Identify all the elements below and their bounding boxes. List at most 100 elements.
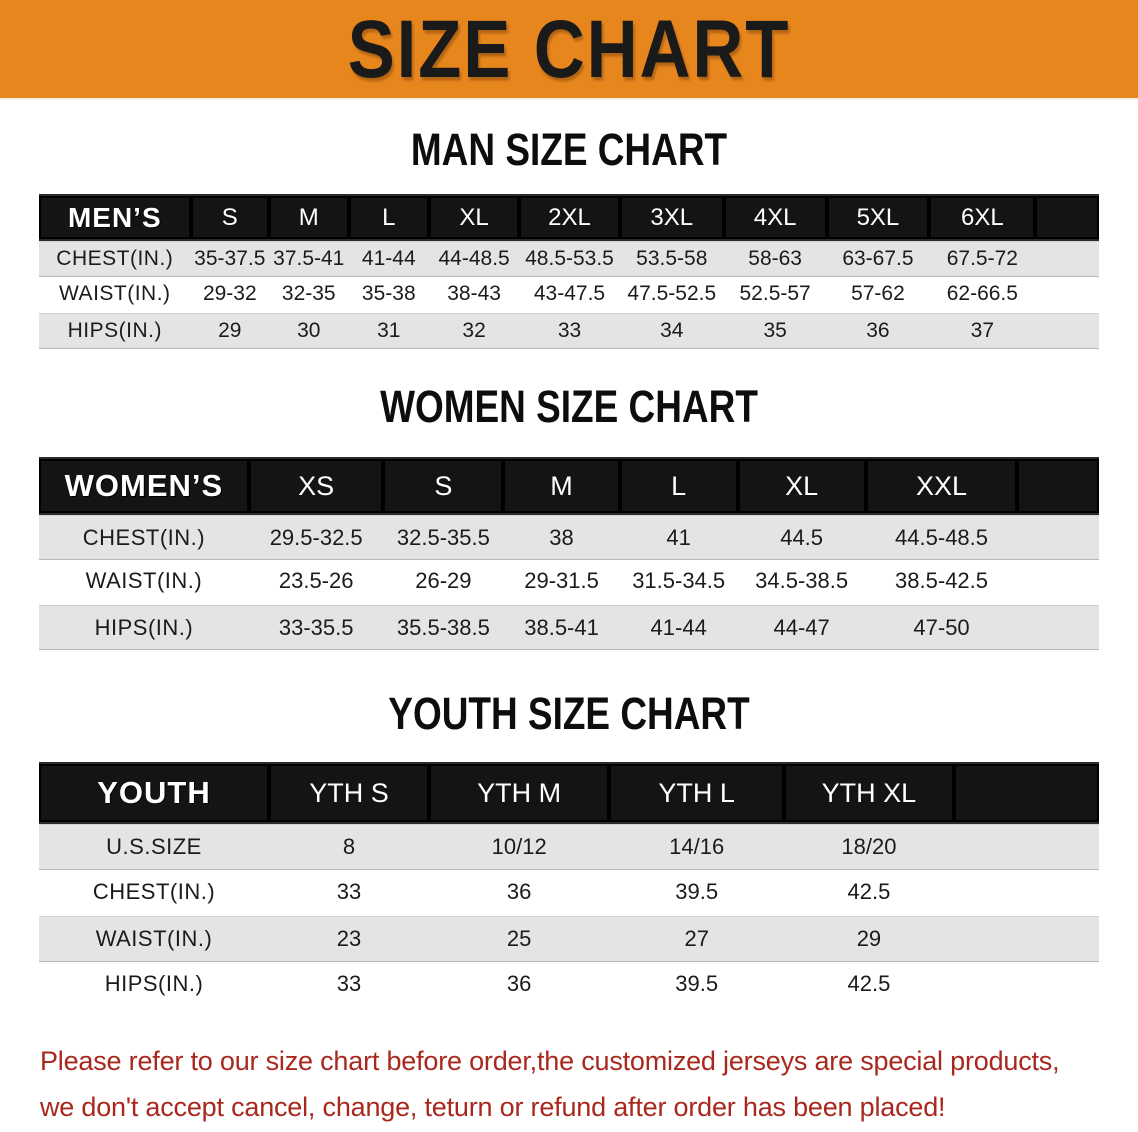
size-value-cell: 62-66.5 xyxy=(929,277,1036,313)
banner-title: SIZE CHART xyxy=(347,3,791,95)
size-value-cell: 63-67.5 xyxy=(826,241,930,277)
size-value-cell: 37.5-41 xyxy=(269,241,349,277)
size-value-cell: 32.5-35.5 xyxy=(383,515,504,560)
size-value-cell: 31.5-34.5 xyxy=(619,560,738,605)
disclaimer-line-2: we don't accept cancel, change, teturn o… xyxy=(40,1092,946,1122)
measure-row: U.S.SIZE 8 10/12 14/16 18/20 xyxy=(39,824,1099,870)
youth-size-table: YOUTH YTH S YTH M YTH L YTH XL U.S.SIZE 8 10/1… xyxy=(39,762,1099,1008)
size-column-header: 4XL xyxy=(723,194,827,241)
size-value-cell: 29 xyxy=(190,313,270,349)
row-spacer xyxy=(953,962,1099,1008)
women-section-heading: WOMEN SIZE CHART xyxy=(380,381,758,432)
measure-row: HIPS(IN.) 33-35.5 35.5-38.5 38.5-41 41-44 44-… xyxy=(39,605,1099,650)
row-label: HIPS(IN.) xyxy=(39,962,270,1008)
size-column-header: M xyxy=(269,194,349,241)
youth-table-header-bar: YOUTH YTH S YTH M YTH L YTH XL xyxy=(39,762,1099,824)
size-value-cell: 39.5 xyxy=(609,962,785,1008)
size-value-cell: 47.5-52.5 xyxy=(619,277,724,313)
size-value-cell: 42.5 xyxy=(784,870,954,916)
size-value-cell: 42.5 xyxy=(784,962,954,1008)
measure-row: CHEST(IN.) 33 36 39.5 42.5 xyxy=(39,870,1099,916)
size-value-cell: 14/16 xyxy=(609,824,785,870)
men-size-table: MEN’S S M L XL 2XL 3XL 4XL 5XL 6XL CHEST(IN.) 35-3… xyxy=(39,194,1099,349)
size-value-cell: 67.5-72 xyxy=(929,241,1036,277)
size-value-cell: 36 xyxy=(429,962,610,1008)
size-value-cell: 27 xyxy=(609,916,785,962)
men-table-header-bar: MEN’S S M L XL 2XL 3XL 4XL 5XL 6XL xyxy=(39,194,1099,241)
size-column-header: YTH S xyxy=(269,762,430,824)
size-value-cell: 41-44 xyxy=(348,241,430,277)
size-value-cell: 38-43 xyxy=(429,277,520,313)
size-value-cell: 38 xyxy=(503,515,620,560)
row-spacer xyxy=(1017,560,1099,605)
size-value-cell: 35 xyxy=(723,313,827,349)
size-column-header: M xyxy=(503,457,620,515)
size-value-cell: 8 xyxy=(269,824,430,870)
size-value-cell: 44.5-48.5 xyxy=(865,515,1018,560)
size-value-cell: 32 xyxy=(429,313,520,349)
size-value-cell: 44-47 xyxy=(737,605,866,650)
size-value-cell: 47-50 xyxy=(865,605,1018,650)
row-spacer xyxy=(953,870,1099,916)
measure-row: WAIST(IN.) 23 25 27 29 xyxy=(39,916,1099,962)
size-value-cell: 58-63 xyxy=(723,241,827,277)
size-value-cell: 39.5 xyxy=(609,870,785,916)
youth-size-section: YOUTH SIZE CHART YOUTH YTH S YTH M YTH L YTH… xyxy=(0,688,1138,1008)
size-value-cell: 35-38 xyxy=(348,277,430,313)
size-value-cell: 29-31.5 xyxy=(503,560,620,605)
row-label: HIPS(IN.) xyxy=(39,605,249,650)
row-spacer xyxy=(953,916,1099,962)
size-value-cell: 38.5-42.5 xyxy=(865,560,1018,605)
women-table-header-bar: WOMEN’S XS S M L XL XXL xyxy=(39,457,1099,515)
group-label: YOUTH xyxy=(39,762,270,824)
row-spacer xyxy=(953,824,1099,870)
measure-row: CHEST(IN.) 29.5-32.5 32.5-35.5 38 41 44.5 44.5… xyxy=(39,515,1099,560)
measure-row: WAIST(IN.) 23.5-26 26-29 29-31.5 31.5-34.5 34… xyxy=(39,560,1099,605)
header-spacer xyxy=(953,762,1099,824)
size-column-header: L xyxy=(619,457,738,515)
men-size-section: MAN SIZE CHART MEN’S S M L XL 2XL 3XL 4XL 5XL 6XL… xyxy=(0,124,1138,349)
row-label: WAIST(IN.) xyxy=(39,916,270,962)
size-value-cell: 23 xyxy=(269,916,430,962)
row-label: WAIST(IN.) xyxy=(39,560,249,605)
measure-row: CHEST(IN.) 35-37.5 37.5-41 41-44 44-48.5 48.5… xyxy=(39,241,1099,277)
row-spacer xyxy=(1035,277,1099,313)
disclaimer-line-1: Please refer to our size chart before or… xyxy=(40,1046,1060,1076)
size-value-cell: 29 xyxy=(784,916,954,962)
size-value-cell: 33 xyxy=(269,962,430,1008)
size-value-cell: 32-35 xyxy=(269,277,349,313)
size-column-header: S xyxy=(190,194,270,241)
group-label: WOMEN’S xyxy=(39,457,249,515)
size-column-header: 2XL xyxy=(519,194,620,241)
size-value-cell: 34.5-38.5 xyxy=(737,560,866,605)
size-value-cell: 33-35.5 xyxy=(248,605,384,650)
size-value-cell: 23.5-26 xyxy=(248,560,384,605)
size-column-header: XL xyxy=(737,457,866,515)
size-column-header: 6XL xyxy=(929,194,1036,241)
row-label: WAIST(IN.) xyxy=(39,277,191,313)
row-label: CHEST(IN.) xyxy=(39,870,270,916)
size-value-cell: 31 xyxy=(348,313,430,349)
size-column-header: YTH M xyxy=(429,762,610,824)
row-label: CHEST(IN.) xyxy=(39,241,191,277)
size-value-cell: 35-37.5 xyxy=(190,241,270,277)
size-column-header: XL xyxy=(429,194,520,241)
row-label: U.S.SIZE xyxy=(39,824,270,870)
size-value-cell: 37 xyxy=(929,313,1036,349)
row-spacer xyxy=(1017,605,1099,650)
size-column-header: S xyxy=(383,457,504,515)
row-spacer xyxy=(1017,515,1099,560)
size-value-cell: 29-32 xyxy=(190,277,270,313)
disclaimer: Please refer to our size chart before or… xyxy=(40,1038,1100,1130)
row-label: CHEST(IN.) xyxy=(39,515,249,560)
size-column-header: YTH L xyxy=(609,762,785,824)
size-value-cell: 33 xyxy=(519,313,620,349)
size-value-cell: 33 xyxy=(269,870,430,916)
size-value-cell: 43-47.5 xyxy=(519,277,620,313)
size-column-header: XS xyxy=(248,457,384,515)
measure-row: HIPS(IN.) 33 36 39.5 42.5 xyxy=(39,962,1099,1008)
size-value-cell: 41-44 xyxy=(619,605,738,650)
size-value-cell: 44.5 xyxy=(737,515,866,560)
size-value-cell: 36 xyxy=(429,870,610,916)
size-column-header: 3XL xyxy=(619,194,724,241)
